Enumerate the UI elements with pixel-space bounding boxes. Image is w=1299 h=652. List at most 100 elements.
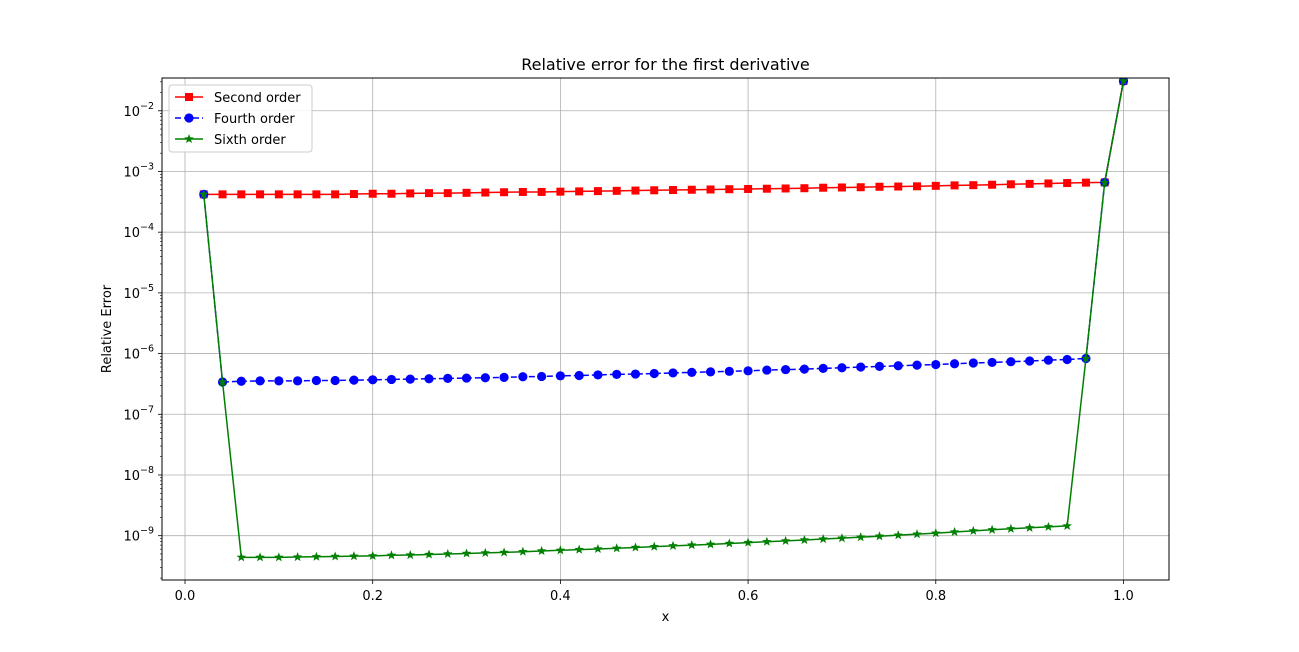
- data-point-square: [293, 190, 302, 199]
- data-point-square: [1006, 180, 1015, 189]
- series-line: [203, 80, 1125, 559]
- y-tick-base: 10: [123, 408, 140, 423]
- data-point-square: [762, 184, 771, 193]
- data-point-circle: [574, 370, 584, 381]
- y-axis-label: Relative Error: [100, 284, 115, 373]
- data-point-circle: [949, 359, 960, 369]
- data-point-circle: [330, 375, 340, 386]
- data-point-circle: [874, 361, 885, 371]
- data-point-circle: [555, 371, 565, 381]
- data-point-star: [780, 535, 791, 545]
- data-point-star: [705, 539, 716, 549]
- data-point-square: [800, 184, 809, 193]
- data-point-circle: [537, 371, 547, 382]
- y-tick-label: 10−4: [123, 222, 154, 241]
- y-tick-label: 10−2: [123, 101, 154, 120]
- data-point-square: [237, 190, 246, 199]
- data-point-square: [443, 189, 452, 198]
- data-point-square: [218, 190, 227, 199]
- data-point-square: [481, 188, 490, 197]
- data-point-star: [1118, 78, 1129, 85]
- data-point-square: [894, 182, 903, 191]
- data-point-circle: [424, 374, 434, 384]
- data-point-square: [500, 188, 509, 197]
- axis-ticks: 0.0 0.2 0.4 0.6 0.8 1.010−910−810−710−610−510…: [123, 81, 1134, 604]
- data-point-star: [311, 551, 322, 561]
- data-point-circle: [1062, 354, 1072, 365]
- data-point-circle: [274, 376, 284, 386]
- legend-box: [168, 84, 313, 153]
- legend: Second order Fourth order Sixth order: [168, 84, 313, 153]
- data-point-square: [837, 183, 846, 192]
- data-point-circle: [293, 376, 303, 386]
- data-point-star: [405, 550, 415, 560]
- data-point-circle: [781, 364, 791, 375]
- data-point-square: [462, 188, 471, 197]
- data-point-star: [630, 542, 641, 552]
- data-point-circle: [856, 362, 866, 372]
- x-tick-label: 0.0: [175, 589, 196, 604]
- data-point-square: [931, 181, 940, 190]
- data-point-square: [425, 189, 434, 198]
- y-tick-base: 10: [123, 530, 140, 545]
- legend-label: Sixth order: [214, 133, 286, 148]
- plot-frame: [161, 77, 1170, 581]
- data-point-square: [706, 185, 715, 194]
- data-point-star: [1024, 522, 1035, 532]
- data-point-square: [518, 187, 527, 196]
- data-point-circle: [461, 373, 472, 383]
- data-point-star: [837, 533, 847, 543]
- data-point-square: [781, 184, 790, 193]
- data-point-circle: [931, 359, 941, 370]
- data-point-circle: [1025, 356, 1035, 366]
- data-point-square: [185, 93, 193, 101]
- data-point-square: [368, 189, 377, 198]
- data-point-square: [687, 185, 696, 194]
- data-point-star: [386, 550, 397, 560]
- legend-label: Second order: [214, 91, 301, 106]
- y-tick-base: 10: [123, 105, 140, 120]
- data-point-circle: [987, 357, 997, 368]
- data-point-square: [331, 190, 340, 199]
- data-point-star: [855, 532, 866, 542]
- data-point-square: [969, 181, 978, 190]
- data-point-circle: [593, 370, 603, 380]
- data-point-square: [256, 190, 265, 199]
- y-tick-base: 10: [123, 348, 140, 363]
- y-tick-exponent: −8: [140, 465, 154, 476]
- data-point-circle: [480, 373, 490, 383]
- data-point-square: [819, 183, 828, 192]
- data-point-square: [744, 184, 753, 193]
- chart-title: Relative error for the first derivative: [521, 55, 810, 74]
- data-point-star: [574, 544, 584, 554]
- data-point-star: [184, 134, 194, 144]
- data-point-star: [274, 552, 284, 562]
- data-point-circle: [630, 369, 641, 379]
- y-tick-label: 10−6: [123, 344, 154, 363]
- data-point-star: [949, 527, 960, 537]
- y-tick-base: 10: [123, 469, 140, 484]
- data-point-square: [575, 187, 584, 196]
- data-point-square: [950, 181, 959, 190]
- data-point-circle: [349, 375, 359, 385]
- data-point-star: [461, 548, 472, 558]
- series-second-order: [199, 78, 1128, 199]
- y-tick-exponent: −3: [140, 161, 154, 172]
- data-point-circle: [405, 374, 415, 384]
- y-tick-base: 10: [123, 165, 140, 180]
- data-point-star: [874, 531, 885, 541]
- data-point-star: [593, 543, 603, 553]
- x-tick-label: 0.4: [550, 589, 571, 604]
- data-point-square: [537, 187, 546, 196]
- data-point-star: [480, 547, 491, 557]
- data-point-star: [199, 189, 209, 199]
- data-point-square: [875, 182, 884, 191]
- data-point-star: [818, 534, 828, 544]
- data-point-square: [349, 190, 358, 199]
- data-point-circle: [236, 376, 246, 386]
- data-point-square: [669, 186, 678, 195]
- data-point-star: [292, 552, 303, 562]
- data-point-circle: [687, 367, 697, 377]
- y-tick-exponent: −2: [140, 101, 154, 112]
